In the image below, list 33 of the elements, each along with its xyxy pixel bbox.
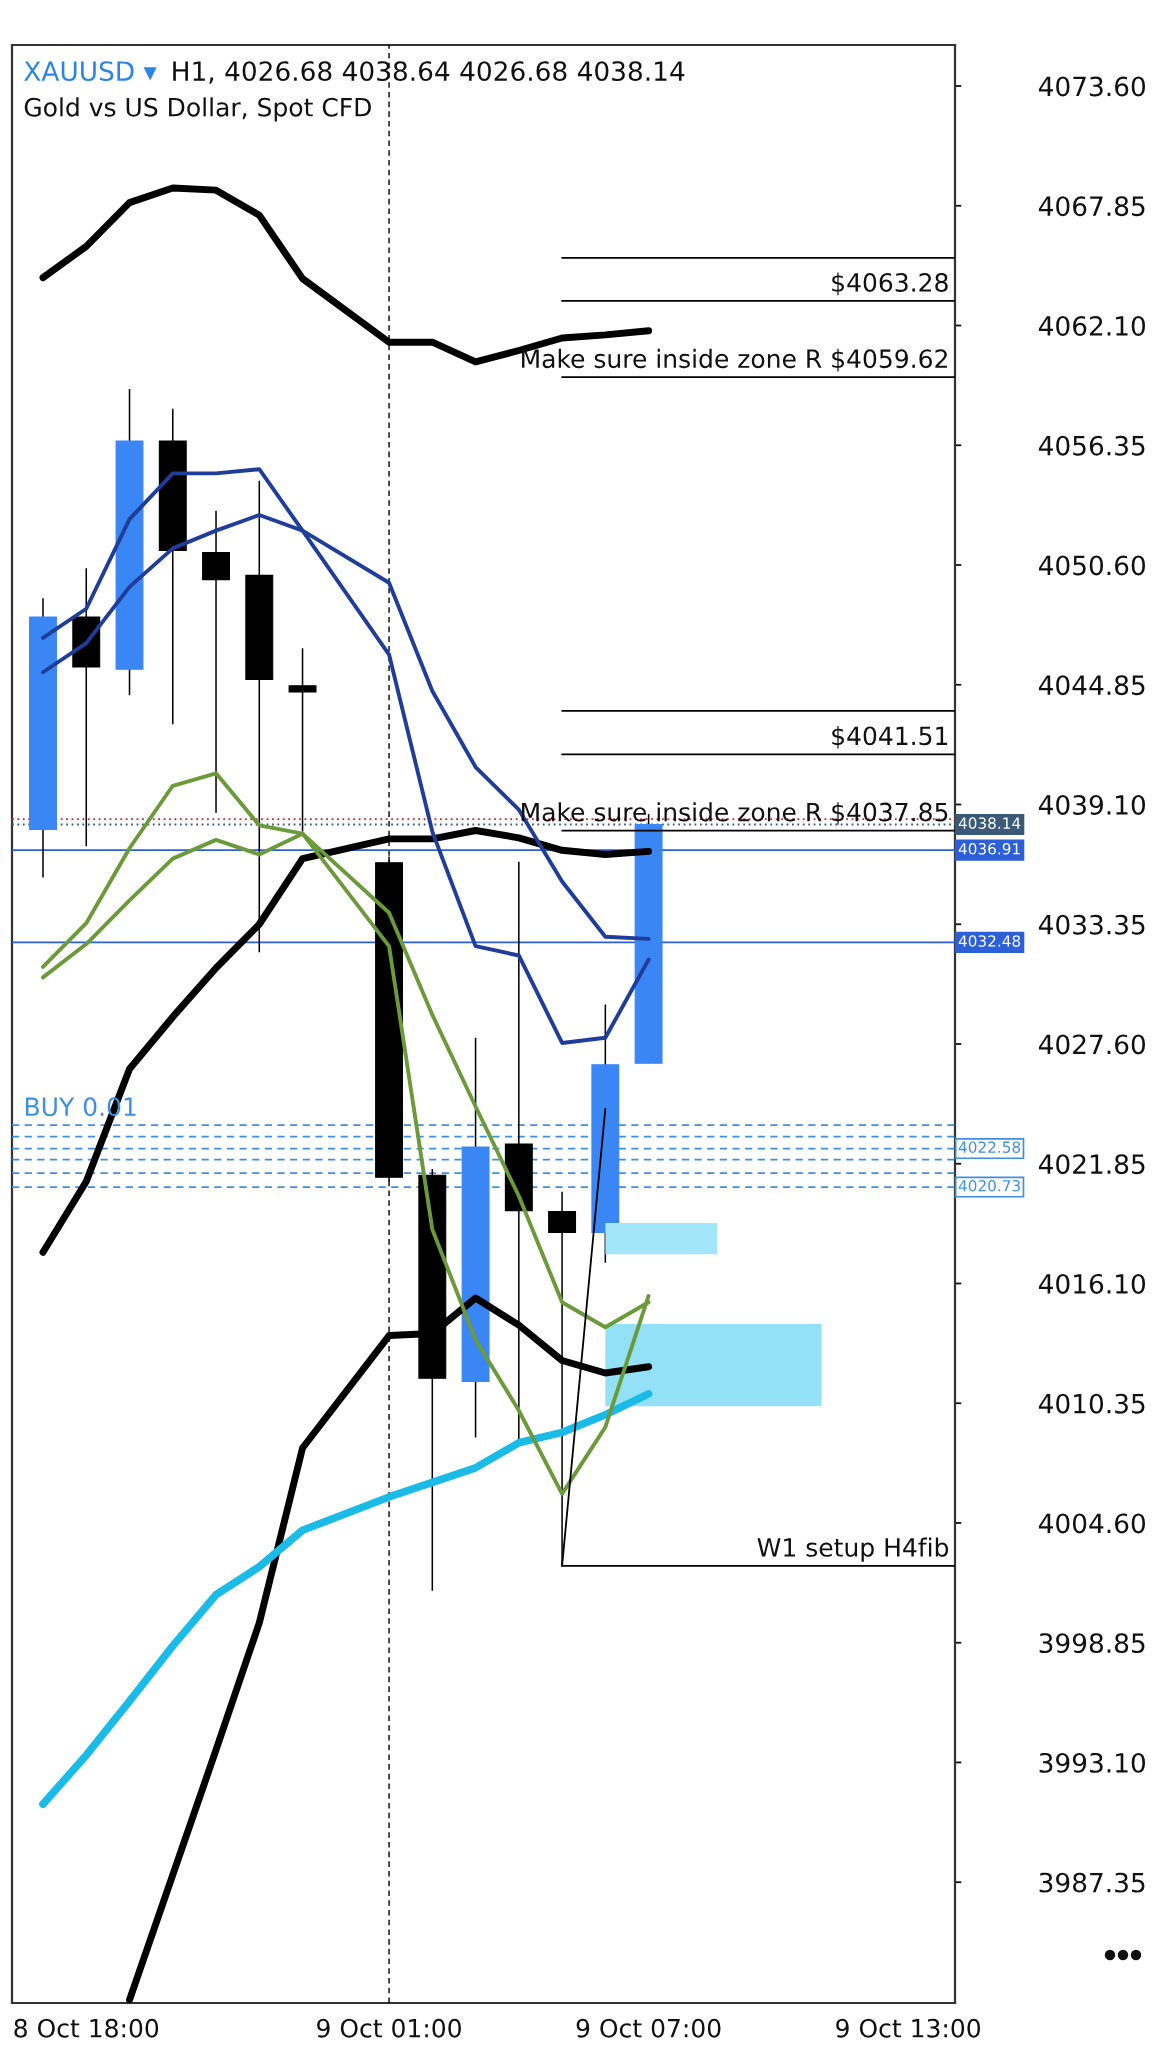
- y-tick-label: 4044.85: [1038, 675, 1145, 696]
- y-tick-label: 4021.85: [1038, 1154, 1145, 1175]
- chart-title: XAUUSD ▾: [24, 61, 157, 82]
- ref-line-label: 4020.73: [958, 1179, 1020, 1192]
- y-tick-label: 3993.10: [1039, 1752, 1146, 1773]
- y-tick-label: 4056.35: [1038, 435, 1145, 456]
- ref-line-label: 4038.14: [958, 817, 1021, 829]
- text: H1, 4026.68 4038.64 4026.68 4038.14: [173, 61, 685, 84]
- y-tick-label: 4039.10: [1038, 794, 1146, 815]
- y-tick-label: 4073.60: [1038, 76, 1146, 97]
- y-tick-label: 3987.35: [1039, 1872, 1145, 1893]
- y-tick-label: 4027.60: [1038, 1034, 1146, 1055]
- ref-line-label: 4036.91: [958, 842, 1020, 855]
- annotation: Make sure inside zone R $4059.62: [522, 348, 947, 372]
- y-tick-label: 4033.35: [1038, 914, 1145, 935]
- y-tick-label: 4050.60: [1038, 555, 1146, 576]
- x-tick-label: 9 Oct 01:00: [317, 2018, 461, 2038]
- y-tick-label: 4016.10: [1038, 1273, 1146, 1294]
- x-tick-label: 8 Oct 18:00: [14, 2018, 159, 2038]
- y-tick-label: 3998.85: [1039, 1633, 1145, 1654]
- ref-line-label: 4032.48: [958, 935, 1021, 947]
- y-tick-label: 4067.85: [1038, 196, 1145, 217]
- annotation: Make sure inside zone R $4037.85: [522, 802, 948, 825]
- ref-line-label: 4022.58: [958, 1141, 1021, 1153]
- annotation: W1 setup H4fib: [757, 1537, 949, 1562]
- annotation: $4041.51: [832, 725, 948, 749]
- y-tick-label: 4010.35: [1038, 1393, 1145, 1414]
- x-tick-label: 9 Oct 07:00: [576, 2018, 721, 2038]
- annotation: Gold vs US Dollar, Spot CFD: [24, 97, 371, 122]
- y-tick-label: 4062.10: [1038, 315, 1146, 336]
- annotation: $4063.28: [832, 272, 948, 296]
- x-tick-label: 9 Oct 13:00: [836, 2018, 981, 2038]
- y-tick-label: 4004.60: [1038, 1513, 1146, 1534]
